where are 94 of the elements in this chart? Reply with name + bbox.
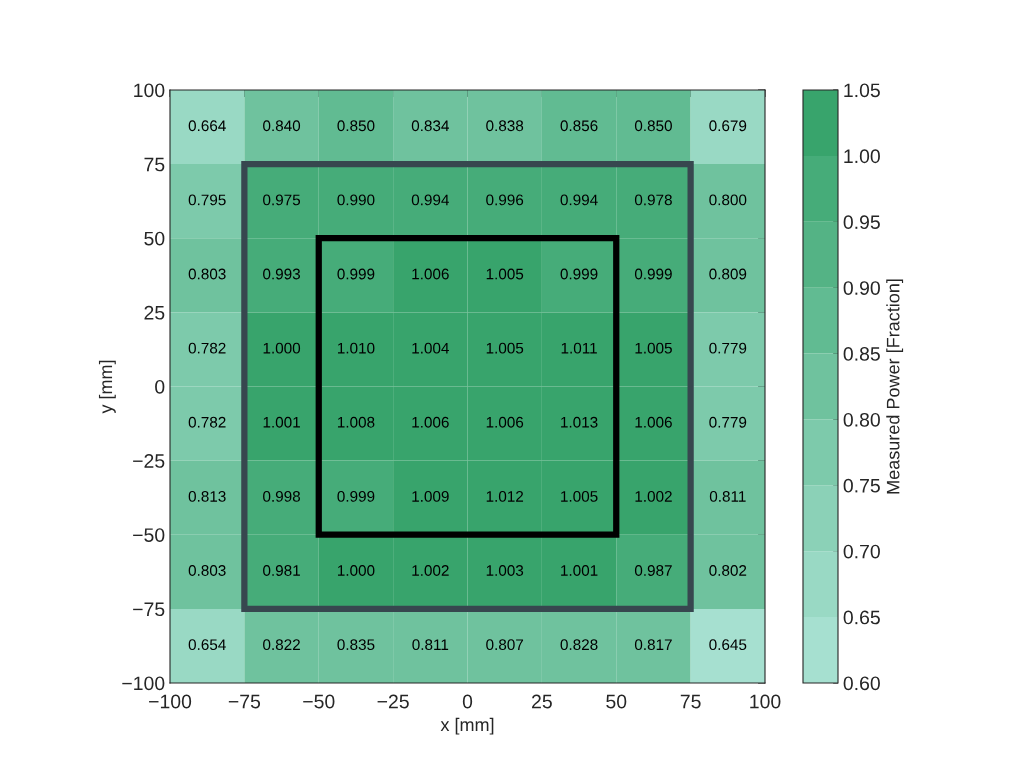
y-tick-label: −50 <box>133 528 165 542</box>
data-label: 1.002 <box>412 565 449 576</box>
data-label: 0.987 <box>634 565 672 576</box>
data-label: 0.664 <box>188 120 226 132</box>
data-label: 0.994 <box>411 194 449 206</box>
color-bar-label: 0.90 <box>843 281 880 295</box>
y-tick-label: −100 <box>122 676 165 691</box>
data-label: 0.838 <box>486 120 524 132</box>
data-label: 0.975 <box>263 194 301 206</box>
x-axis-title: x [mm] <box>440 717 494 735</box>
data-label: 1.011 <box>561 342 597 354</box>
data-label: 0.803 <box>188 565 226 576</box>
data-label: 0.840 <box>263 120 301 132</box>
data-label: 1.010 <box>337 342 375 354</box>
data-label: 0.811 <box>412 639 449 651</box>
data-label: 1.001 <box>263 416 300 428</box>
data-label: 0.807 <box>486 639 524 651</box>
data-label: 1.006 <box>635 416 672 428</box>
data-label: 1.003 <box>486 565 524 576</box>
y-tick-label: 75 <box>144 157 165 172</box>
data-label: 1.006 <box>412 416 449 428</box>
data-label: 0.999 <box>560 268 598 280</box>
color-bar-label: 0.70 <box>843 544 880 559</box>
color-bar-label: 0.95 <box>843 215 880 230</box>
data-label: 0.999 <box>337 490 375 502</box>
data-label: 1.001 <box>561 565 598 576</box>
data-label: 0.809 <box>709 268 747 280</box>
data-label: 0.998 <box>263 490 301 502</box>
data-label: 0.993 <box>263 268 301 280</box>
x-tick-label: 100 <box>750 694 781 709</box>
data-label: 0.645 <box>709 639 747 651</box>
data-label: 0.779 <box>709 342 747 354</box>
data-label: 0.811 <box>709 490 746 502</box>
data-label: 1.000 <box>263 342 301 354</box>
x-tick-label: −25 <box>377 694 409 709</box>
x-tick-label: 75 <box>680 694 701 709</box>
data-label: 0.782 <box>188 416 226 428</box>
data-label: 0.817 <box>634 639 672 651</box>
color-bar-label: 0.75 <box>843 478 880 493</box>
data-label: 1.006 <box>412 268 449 280</box>
y-tick-label: 25 <box>144 305 165 320</box>
x-tick-label: 0 <box>462 694 473 709</box>
data-label: 1.009 <box>412 490 449 502</box>
data-label: 0.779 <box>709 416 747 428</box>
data-label: 0.835 <box>337 639 375 651</box>
y-tick-label: −75 <box>133 602 165 617</box>
data-label: 0.999 <box>337 268 375 280</box>
x-tick-label: −75 <box>228 694 261 709</box>
data-label: 0.782 <box>188 342 226 354</box>
data-label: 0.822 <box>263 639 300 651</box>
data-label: 0.856 <box>560 120 598 132</box>
data-label: 1.012 <box>486 490 524 502</box>
data-label: 1.006 <box>486 416 524 428</box>
x-tick-label: 50 <box>606 694 627 709</box>
data-label: 1.005 <box>635 342 672 354</box>
data-label: 0.654 <box>188 639 226 651</box>
y-tick-label: 0 <box>155 379 165 394</box>
data-label: 1.005 <box>486 268 524 280</box>
data-label: 0.679 <box>709 120 747 132</box>
data-label: 0.996 <box>486 194 524 206</box>
y-axis-title: y [mm] <box>98 360 116 414</box>
data-label: 0.828 <box>560 639 598 651</box>
color-bar-label: 0.65 <box>843 610 880 625</box>
data-label: 1.005 <box>561 490 598 502</box>
data-label: 0.978 <box>634 194 672 206</box>
data-label: 0.795 <box>188 194 226 206</box>
data-label: 1.000 <box>337 565 375 576</box>
color-bar-label: 1.05 <box>844 83 880 98</box>
data-label: 1.005 <box>486 342 524 354</box>
color-bar-label: 0.85 <box>843 347 880 361</box>
data-label: 0.999 <box>634 268 672 280</box>
data-label: 0.994 <box>560 194 598 206</box>
color-bar-title: Measured Power [Fraction] <box>886 279 904 494</box>
x-tick-label: −50 <box>303 694 335 709</box>
y-tick-label: 50 <box>144 231 165 246</box>
data-label: 1.008 <box>337 416 375 428</box>
data-label: 0.813 <box>188 490 226 502</box>
color-bar-label: 0.80 <box>843 412 880 427</box>
data-label: 1.002 <box>635 490 672 502</box>
y-tick-label: −25 <box>133 454 165 468</box>
color-bar-label: 1.00 <box>844 149 880 164</box>
data-label: 1.013 <box>561 416 598 428</box>
data-label: 0.990 <box>337 194 375 206</box>
x-tick-label: 25 <box>532 694 552 709</box>
data-label: 0.850 <box>634 120 672 132</box>
data-label: 0.850 <box>337 120 375 132</box>
data-label: 0.834 <box>411 120 449 132</box>
data-label: 0.802 <box>709 565 747 576</box>
data-label: 1.004 <box>412 342 449 354</box>
data-label: 0.803 <box>188 268 226 280</box>
data-label: 0.981 <box>263 565 300 576</box>
y-tick-label: 100 <box>134 83 165 98</box>
color-bar-label: 0.60 <box>843 676 880 691</box>
data-label: 0.800 <box>709 194 747 206</box>
